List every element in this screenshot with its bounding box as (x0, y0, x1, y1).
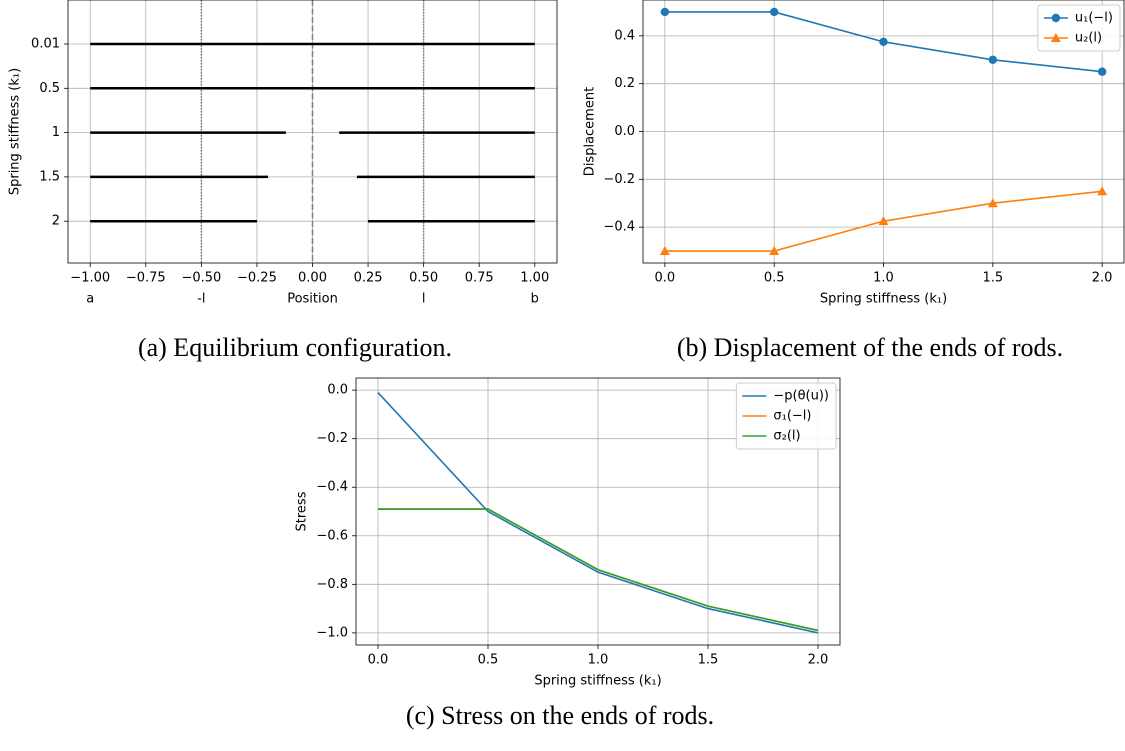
legend-marker (1050, 33, 1061, 42)
legend-label: u₂(l) (1075, 31, 1102, 46)
legend: −p(θ(u)) σ₁(−l) σ₂(l) (735, 382, 837, 450)
marker (659, 246, 670, 256)
y-tick-label: 0.0 (327, 383, 348, 398)
series-line (378, 508, 819, 632)
y-axis-label: Stress (295, 491, 310, 531)
caption: (c) Stress on the ends of rods. (406, 701, 714, 730)
marker (988, 55, 998, 64)
caption: (a) Equilibrium configuration. (138, 333, 452, 362)
x-tick-label: 0.00 (298, 271, 327, 286)
legend: u₁(−l) u₂(l) (1037, 4, 1121, 52)
y-tick-label: 1 (52, 125, 60, 140)
x-tick-label: 0.50 (409, 271, 438, 286)
x-axis-label: Spring stiffness (k₁) (820, 292, 947, 307)
x-tick-label: 1.00 (520, 271, 549, 286)
y-tick-label: 1.5 (39, 169, 60, 184)
x-tick-label: 0.5 (478, 653, 499, 668)
caption: (b) Displacement of the ends of rods. (677, 333, 1063, 362)
legend-label: σ₂(l) (773, 429, 800, 444)
y-tick-label: 0.4 (614, 28, 635, 43)
x-axis-label: Position (287, 292, 338, 307)
x-tick-label: 0.75 (465, 271, 494, 286)
marker (878, 216, 889, 226)
marker (660, 7, 670, 17)
position-marker-label: b (531, 292, 539, 307)
x-axis-label: Spring stiffness (k₁) (534, 674, 661, 689)
axes-frame (355, 377, 841, 646)
x-tick-label: 0.0 (368, 653, 389, 668)
y-axis-label: Spring stiffness (k₁) (8, 68, 23, 195)
marker (769, 7, 779, 17)
marker (1097, 67, 1107, 76)
x-tick-label: 1.0 (873, 271, 894, 286)
y-tick-label: 2 (52, 214, 60, 229)
legend-label: u₁(−l) (1075, 11, 1113, 26)
legend-box (735, 382, 837, 450)
x-tick-label: 2.0 (1092, 271, 1113, 286)
y-tick-label: 0.5 (39, 81, 60, 96)
position-marker-label: -l (197, 292, 205, 307)
x-tick-label: −1.00 (70, 271, 110, 286)
x-tick-label: 1.0 (588, 653, 609, 668)
y-tick-label: −0.6 (316, 528, 348, 543)
y-tick-label: −0.4 (603, 220, 635, 235)
series-line (377, 392, 819, 634)
x-tick-label: −0.50 (181, 271, 221, 286)
x-tick-label: 0.25 (354, 271, 383, 286)
y-tick-label: −1.0 (316, 625, 348, 640)
x-tick-label: −0.25 (237, 271, 277, 286)
marker (769, 246, 780, 256)
legend-label: −p(θ(u)) (773, 389, 829, 404)
y-tick-label: −0.8 (316, 577, 348, 592)
legend-label: σ₁(−l) (773, 409, 811, 424)
x-tick-label: 0.0 (655, 271, 676, 286)
axes-frame (642, 0, 1125, 264)
y-tick-label: 0.2 (614, 76, 635, 91)
x-tick-label: −0.75 (126, 271, 166, 286)
axes-frame (67, 0, 558, 264)
y-tick-label: 0.01 (31, 37, 60, 52)
marker (1097, 186, 1108, 196)
position-marker-label: l (422, 292, 426, 307)
y-tick-label: −0.2 (316, 431, 348, 446)
y-tick-label: −0.2 (603, 172, 635, 187)
y-tick-label: 0.0 (614, 124, 635, 139)
y-axis-label: Displacement (583, 87, 598, 176)
marker (879, 37, 888, 47)
x-tick-label: 0.5 (764, 271, 785, 286)
marker (987, 198, 998, 208)
position-marker-label: a (86, 292, 94, 307)
x-tick-label: 2.0 (808, 653, 829, 668)
x-tick-label: 1.5 (982, 271, 1003, 286)
x-tick-label: 1.5 (698, 653, 719, 668)
y-tick-label: −0.4 (316, 480, 348, 495)
legend-marker (1051, 13, 1061, 23)
